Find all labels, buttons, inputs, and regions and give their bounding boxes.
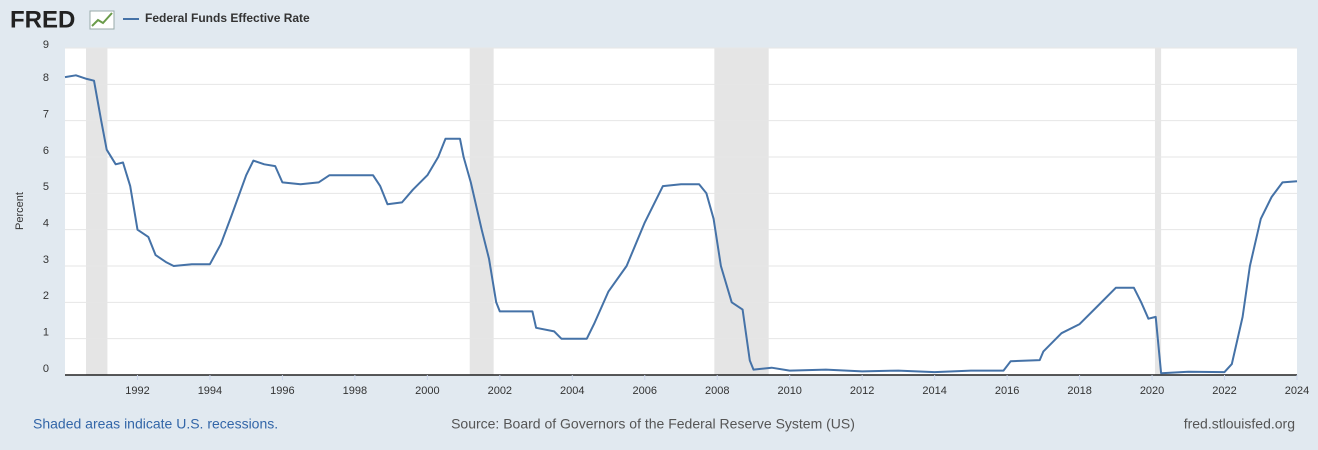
logo-icon (89, 10, 115, 30)
y-tick-label: 5 (43, 181, 49, 193)
x-tick-label: 2018 (1067, 385, 1091, 397)
logo: FRED (10, 6, 75, 33)
x-tick-label: 1996 (270, 385, 294, 397)
x-tick-label: 2022 (1212, 385, 1236, 397)
x-tick-label: 2014 (922, 385, 946, 397)
x-tick-label: 2010 (777, 385, 801, 397)
source: Source: Board of Governors of the Federa… (451, 416, 855, 432)
legend-label: Federal Funds Effective Rate (145, 11, 310, 25)
x-tick-label: 2002 (488, 385, 512, 397)
site: fred.stlouisfed.org (1184, 416, 1295, 432)
y-axis-label: Percent (14, 192, 26, 230)
x-tick-label: 1994 (198, 385, 222, 397)
y-tick-label: 3 (43, 254, 49, 266)
y-tick-label: 0 (43, 363, 49, 375)
y-tick-label: 6 (43, 145, 49, 157)
x-tick-label: 2006 (633, 385, 657, 397)
series-line (64, 74, 1298, 375)
plot-area (65, 48, 1297, 375)
recession-band (469, 48, 494, 375)
recession-band (1154, 48, 1162, 375)
x-tick-label: 2004 (560, 385, 584, 397)
y-tick-label: 9 (43, 39, 49, 51)
x-tick-label: 2016 (995, 385, 1019, 397)
y-tick-label: 8 (43, 72, 49, 84)
x-tick-label: 2024 (1285, 385, 1309, 397)
y-tick-label: 1 (43, 327, 49, 339)
x-tick-label: 2000 (415, 385, 439, 397)
x-tick-label: 2008 (705, 385, 729, 397)
x-tick-label: 1992 (125, 385, 149, 397)
y-tick-label: 2 (43, 290, 49, 302)
x-tick-label: 2012 (850, 385, 874, 397)
recession-band (714, 48, 769, 375)
x-tick-label: 1998 (343, 385, 367, 397)
y-tick-label: 7 (43, 109, 49, 121)
y-tick-label: 4 (43, 218, 49, 230)
x-tick-label: 2020 (1140, 385, 1164, 397)
recession-note: Shaded areas indicate U.S. recessions. (33, 416, 278, 432)
